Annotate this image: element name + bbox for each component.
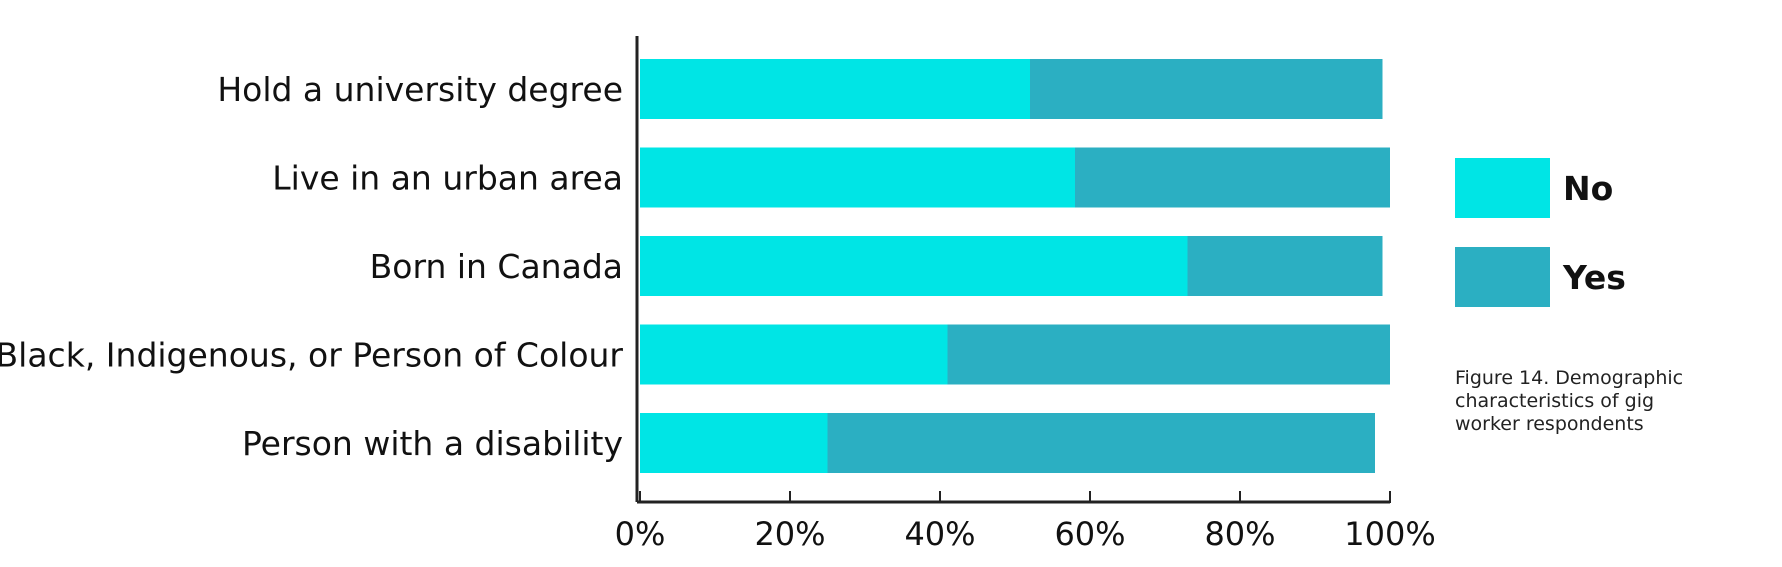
figure-caption: Figure 14. Demographic characteristics o… [1455, 367, 1684, 435]
bar-no-0 [640, 59, 1030, 119]
bar-yes-2 [1187, 236, 1383, 296]
legend-label-no: No [1563, 169, 1613, 208]
bar-yes-1 [1075, 147, 1390, 208]
x-tick-label-1: 20% [754, 515, 825, 553]
legend-swatch-yes [1455, 247, 1550, 307]
x-axis-ticks: 0% 20% 40% 60% 80% 100% [615, 491, 1436, 553]
bar-no-2 [640, 236, 1188, 296]
legend-label-yes: Yes [1562, 258, 1626, 297]
bar-no-3 [640, 324, 948, 385]
bar-yes-4 [827, 413, 1375, 473]
bars-group [640, 59, 1390, 473]
x-tick-label-3: 60% [1054, 515, 1125, 553]
bar-no-4 [640, 413, 828, 473]
x-tick-label-0: 0% [615, 515, 666, 553]
category-label-0: Hold a university degree [217, 70, 623, 109]
bar-no-1 [640, 147, 1075, 208]
bar-yes-3 [947, 324, 1390, 385]
category-labels: Hold a university degree Live in an urban… [0, 70, 623, 463]
x-tick-label-4: 80% [1204, 515, 1275, 553]
category-label-2: Born in Canada [370, 247, 623, 286]
legend-swatch-no [1455, 158, 1550, 218]
category-label-1: Live in an urban area [272, 159, 623, 198]
legend: No Yes [1455, 158, 1626, 307]
category-label-4: Person with a disability [242, 424, 623, 463]
x-tick-label-5: 100% [1344, 515, 1435, 553]
x-tick-label-2: 40% [904, 515, 975, 553]
bar-yes-0 [1030, 59, 1383, 119]
category-label-3: Black, Indigenous, or Person of Colour [0, 336, 623, 375]
